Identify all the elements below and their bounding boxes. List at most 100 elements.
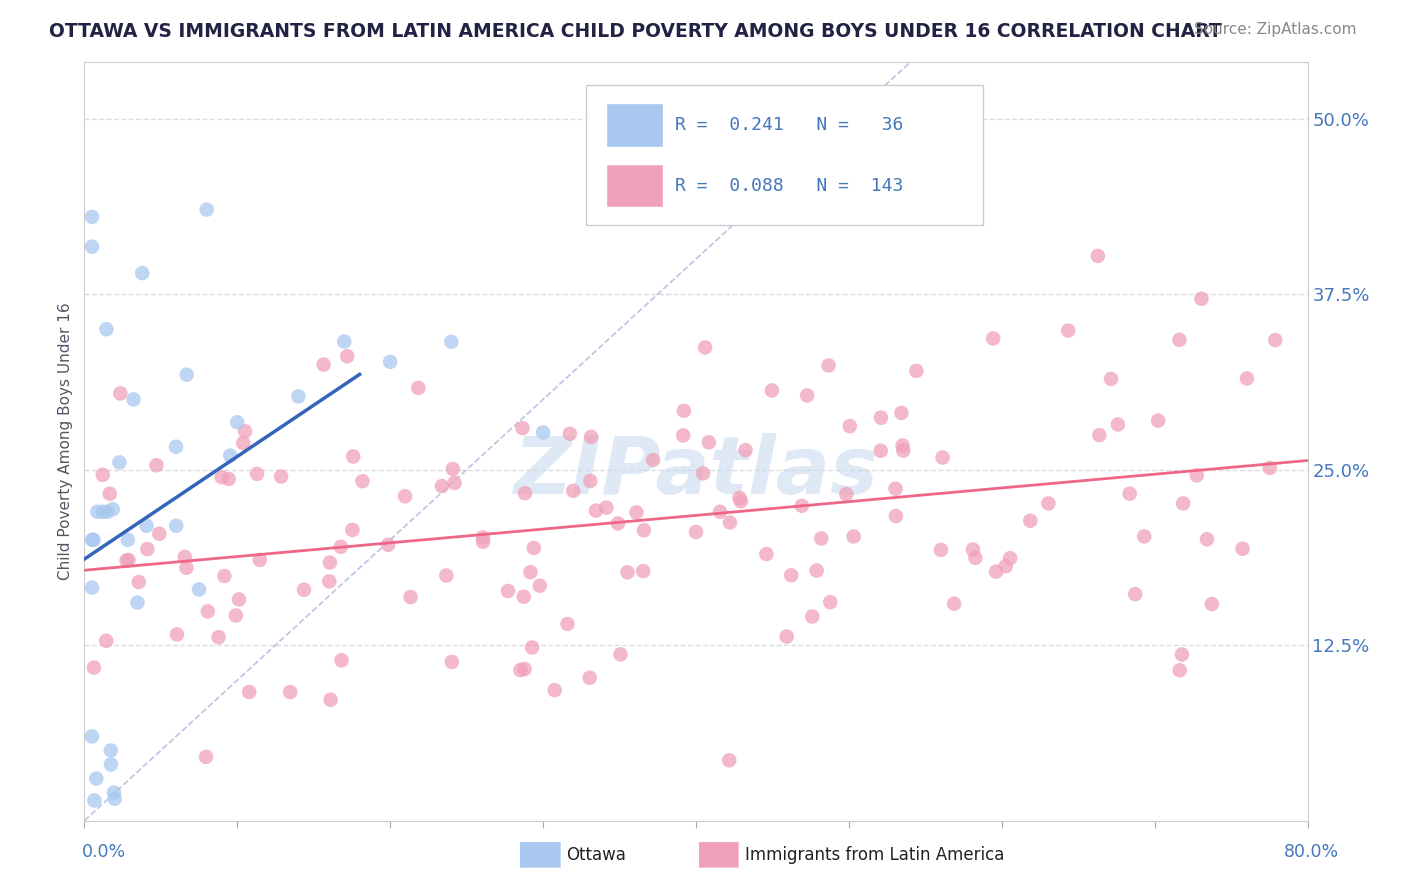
Point bbox=[641, 453, 664, 467]
Point bbox=[399, 590, 422, 604]
Point bbox=[1057, 324, 1080, 338]
Point bbox=[91, 505, 114, 519]
Point bbox=[616, 566, 638, 580]
Point bbox=[718, 753, 741, 767]
Point bbox=[801, 609, 824, 624]
Point bbox=[176, 561, 198, 575]
Point bbox=[342, 523, 364, 537]
Point bbox=[512, 421, 534, 435]
Point bbox=[218, 472, 240, 486]
Text: R =  0.241   N =   36: R = 0.241 N = 36 bbox=[675, 116, 904, 135]
Point bbox=[1232, 541, 1254, 556]
Point bbox=[207, 630, 229, 644]
Point bbox=[931, 450, 953, 465]
Point bbox=[394, 489, 416, 503]
Text: Immigrants from Latin America: Immigrants from Latin America bbox=[745, 846, 1004, 863]
Point bbox=[228, 592, 250, 607]
Point bbox=[319, 692, 342, 706]
Point bbox=[633, 523, 655, 537]
Point bbox=[104, 791, 127, 805]
Point bbox=[408, 381, 430, 395]
Point bbox=[509, 663, 531, 677]
Point bbox=[472, 534, 495, 549]
Point bbox=[330, 653, 353, 667]
Point bbox=[609, 648, 631, 662]
Point bbox=[249, 553, 271, 567]
Point bbox=[176, 368, 198, 382]
Point bbox=[1133, 529, 1156, 543]
Point bbox=[1191, 292, 1213, 306]
Point bbox=[352, 474, 374, 488]
Point bbox=[165, 440, 187, 454]
Point bbox=[631, 564, 654, 578]
Point bbox=[1171, 648, 1194, 662]
Point bbox=[595, 500, 617, 515]
Point bbox=[884, 482, 907, 496]
Point bbox=[810, 532, 832, 546]
Point bbox=[1019, 514, 1042, 528]
Point bbox=[869, 443, 891, 458]
Point bbox=[103, 786, 125, 800]
Point bbox=[718, 516, 741, 530]
Point bbox=[197, 604, 219, 618]
Point bbox=[838, 419, 860, 434]
Point bbox=[685, 524, 707, 539]
Point bbox=[96, 633, 118, 648]
Point bbox=[835, 487, 858, 501]
Point bbox=[246, 467, 269, 481]
Point bbox=[214, 569, 236, 583]
Point bbox=[607, 516, 630, 531]
Point bbox=[83, 533, 105, 547]
Point bbox=[820, 595, 842, 609]
Point bbox=[96, 322, 118, 336]
Point bbox=[609, 112, 631, 126]
Point bbox=[943, 597, 966, 611]
Point bbox=[734, 443, 756, 458]
Point bbox=[219, 449, 242, 463]
Point bbox=[709, 505, 731, 519]
Point bbox=[84, 772, 107, 786]
Point bbox=[211, 470, 233, 484]
FancyBboxPatch shape bbox=[586, 85, 983, 226]
Point bbox=[434, 568, 457, 582]
Point bbox=[443, 475, 465, 490]
Point bbox=[1168, 333, 1191, 347]
Point bbox=[100, 757, 122, 772]
Point bbox=[165, 518, 187, 533]
Point bbox=[1147, 414, 1170, 428]
Text: R =  0.088   N =  143: R = 0.088 N = 143 bbox=[675, 177, 904, 195]
Text: Ottawa: Ottawa bbox=[567, 846, 627, 863]
Point bbox=[626, 505, 648, 519]
Point bbox=[226, 415, 249, 429]
Point bbox=[761, 384, 783, 398]
Point bbox=[91, 467, 114, 482]
Point bbox=[523, 541, 546, 555]
Point bbox=[529, 579, 551, 593]
Point bbox=[1123, 587, 1146, 601]
Point bbox=[557, 617, 579, 632]
Point bbox=[796, 388, 818, 402]
Point bbox=[780, 568, 803, 582]
Point bbox=[319, 556, 342, 570]
Point bbox=[579, 474, 602, 488]
Point bbox=[292, 582, 315, 597]
Point bbox=[520, 640, 543, 655]
Point bbox=[790, 499, 813, 513]
Point bbox=[329, 540, 352, 554]
Point bbox=[994, 559, 1017, 574]
Point bbox=[870, 410, 893, 425]
Point bbox=[496, 584, 519, 599]
Point bbox=[195, 749, 218, 764]
Bar bbox=[606, 165, 662, 207]
Point bbox=[83, 793, 105, 807]
Point bbox=[136, 542, 159, 557]
Point bbox=[558, 426, 581, 441]
Point bbox=[562, 483, 585, 498]
Point bbox=[730, 494, 752, 508]
Point bbox=[80, 240, 103, 254]
Point bbox=[96, 505, 118, 519]
Point bbox=[692, 467, 714, 481]
Point bbox=[98, 486, 121, 500]
Point bbox=[579, 430, 602, 444]
Point bbox=[1168, 663, 1191, 677]
